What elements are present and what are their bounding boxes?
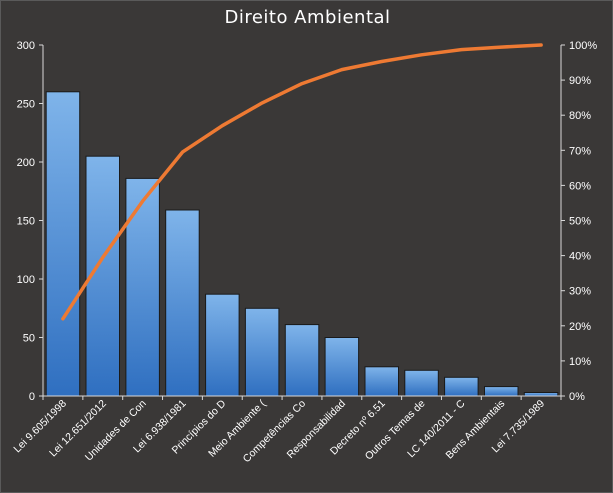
bar-7 [324,337,360,397]
bar-12 [523,392,559,397]
y-right-tick-label: 80% [569,110,591,122]
y-right-tick-label: 70% [569,145,591,157]
y-left-tick-label: 200 [17,157,35,169]
y-left-tick-label: 250 [17,99,35,111]
y-right-tick-label: 30% [569,286,591,298]
y-right-tick-label: 40% [569,251,591,263]
chart-title: Direito Ambiental [224,7,391,28]
bar-0 [45,91,81,397]
bar-4 [205,293,240,397]
y-left-tick-label: 300 [17,40,35,52]
y-right-tick-label: 20% [569,321,591,333]
bar-6 [284,324,320,397]
bar-3 [165,209,200,397]
y-right-tick-label: 90% [569,75,591,87]
cumulative-line-layer [61,43,543,321]
y-left-tick-label: 100 [17,274,35,286]
cumulative-percent-line [61,43,543,321]
bar-9 [404,369,439,397]
y-left-tick-label: 150 [17,216,35,228]
y-left-tick-label: 0 [29,391,35,403]
y-left-tick-label: 50 [23,333,35,345]
y-right-tick-label: 0% [569,391,585,403]
y-right-tick-label: 60% [569,180,591,192]
bar-10 [444,376,479,397]
y-right-tick-label: 100% [569,40,597,52]
bars-layer [45,91,559,397]
y-right-tick-label: 50% [569,216,591,228]
bar-11 [484,386,519,397]
y-right-tick-label: 10% [569,356,591,368]
bar-8 [364,366,399,397]
bar-5 [244,307,280,397]
bar-2 [125,177,160,397]
axes-layer [39,44,565,400]
